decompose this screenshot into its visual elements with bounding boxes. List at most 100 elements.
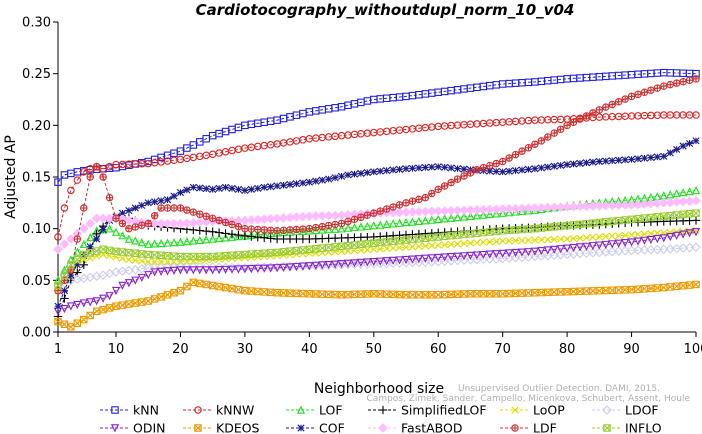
data-point — [434, 241, 442, 249]
data-point — [60, 287, 69, 295]
legend-marker — [378, 423, 388, 433]
data-point — [131, 276, 140, 285]
data-point — [685, 187, 694, 196]
data-point — [383, 167, 391, 175]
data-point — [202, 235, 211, 244]
data-point — [323, 210, 334, 221]
data-point — [124, 215, 134, 226]
data-point — [285, 263, 295, 272]
data-point — [382, 257, 391, 266]
data-point — [376, 257, 385, 266]
data-point — [189, 266, 198, 275]
data-point — [647, 153, 655, 162]
legend-item-knn: kNN — [100, 403, 159, 418]
data-point — [505, 249, 514, 258]
data-point — [112, 214, 120, 223]
data-point — [499, 237, 507, 245]
legend-label: LOF — [319, 403, 343, 418]
data-point — [196, 184, 204, 192]
data-point — [679, 142, 687, 150]
data-point — [310, 211, 321, 221]
series-knn — [54, 68, 700, 186]
data-point — [563, 244, 572, 253]
data-point — [692, 280, 700, 289]
data-point — [350, 222, 359, 232]
data-point — [305, 178, 313, 186]
data-point — [368, 259, 379, 269]
data-point — [401, 218, 411, 227]
data-point — [183, 282, 191, 291]
data-point — [92, 307, 101, 316]
data-point — [125, 256, 133, 264]
data-point — [67, 323, 75, 331]
data-point — [459, 252, 469, 261]
data-point — [421, 216, 430, 225]
data-point — [447, 213, 456, 222]
data-point — [408, 243, 417, 251]
data-point — [60, 204, 69, 212]
data-point — [195, 226, 204, 235]
data-point — [260, 264, 269, 273]
data-point — [691, 186, 701, 195]
data-point — [479, 238, 487, 246]
data-point — [60, 320, 69, 328]
data-point — [511, 167, 520, 175]
data-point — [273, 182, 281, 190]
data-point — [402, 199, 410, 207]
legend-item-lof: LOF — [286, 403, 343, 418]
data-point — [215, 216, 223, 225]
data-point — [679, 281, 687, 290]
data-point — [343, 223, 353, 232]
data-point — [402, 165, 410, 173]
data-point — [356, 222, 365, 231]
data-point — [420, 257, 431, 267]
data-point — [518, 166, 526, 174]
data-point — [447, 253, 456, 262]
data-point — [169, 266, 179, 275]
data-point — [666, 80, 674, 89]
data-point — [254, 249, 262, 258]
data-point — [518, 147, 526, 155]
data-point — [666, 149, 674, 157]
data-point — [511, 150, 520, 159]
data-point — [414, 206, 424, 217]
data-point — [692, 111, 700, 119]
data-point — [666, 232, 675, 242]
data-point — [279, 263, 288, 272]
data-point — [234, 230, 243, 240]
data-point — [162, 262, 173, 273]
data-point — [691, 216, 701, 225]
data-point — [279, 289, 288, 297]
data-point — [175, 262, 186, 272]
data-point — [240, 231, 250, 241]
data-point — [73, 235, 82, 243]
data-point — [163, 267, 172, 276]
data-point — [685, 229, 694, 238]
data-point — [91, 213, 102, 224]
data-point — [67, 186, 75, 195]
data-point — [441, 241, 449, 249]
data-point — [350, 215, 359, 224]
data-point — [615, 156, 623, 164]
data-point — [86, 243, 94, 251]
data-point — [60, 271, 69, 279]
data-point — [473, 290, 481, 298]
legend-label: SimplifiedLOF — [401, 403, 487, 418]
data-point — [350, 170, 359, 178]
data-point — [266, 234, 275, 243]
data-point — [247, 185, 255, 193]
data-point — [415, 291, 423, 299]
data-point — [453, 175, 462, 183]
data-point — [363, 246, 371, 254]
data-point — [305, 226, 314, 235]
data-point — [389, 219, 398, 228]
data-point — [557, 235, 565, 243]
series-line-loop — [57, 230, 697, 291]
legend-label: COF — [319, 421, 345, 434]
data-point — [234, 232, 243, 241]
data-point — [183, 206, 191, 214]
data-point — [652, 244, 663, 255]
data-point — [556, 125, 565, 133]
data-point — [299, 246, 307, 254]
legend-item-odin: ODIN — [100, 421, 166, 434]
